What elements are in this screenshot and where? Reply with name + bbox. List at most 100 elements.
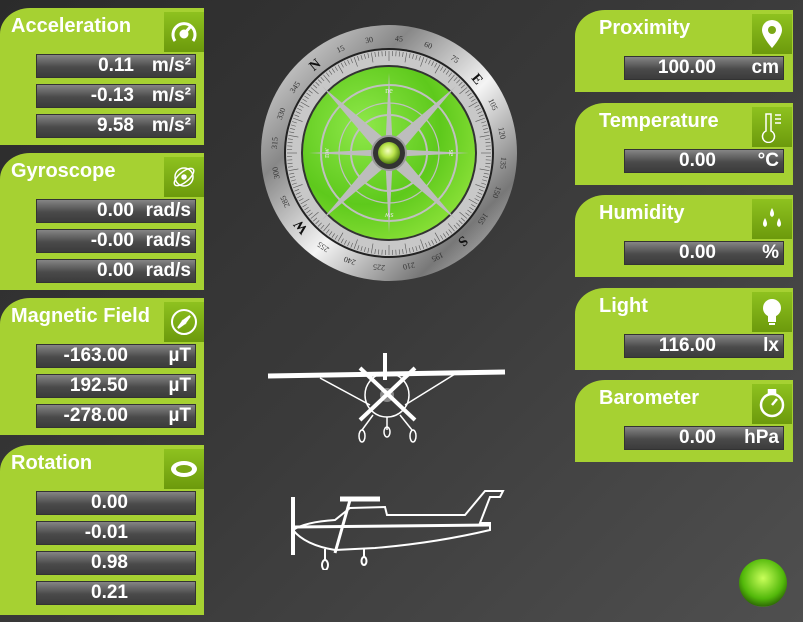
compass-tick xyxy=(475,184,485,189)
gyroscope-value-field: 0.00 rad/s xyxy=(36,199,196,223)
compass-tick xyxy=(290,124,296,127)
compass-tick xyxy=(357,245,360,251)
compass-degree-label: 300 xyxy=(271,166,282,179)
compass-tick xyxy=(289,176,295,178)
proximity-value-field: 100.00 cm xyxy=(624,56,784,80)
compass-tick xyxy=(287,162,293,164)
compass-tick xyxy=(344,240,347,245)
compass-tick xyxy=(483,131,489,134)
compass-tick xyxy=(474,198,480,202)
compass-tick xyxy=(310,87,319,95)
value: 0.98 xyxy=(91,552,128,573)
compass-tick xyxy=(483,172,489,175)
compass-tick xyxy=(312,84,318,89)
compass-tick xyxy=(477,192,483,195)
compass-degree-label: 315 xyxy=(270,137,280,150)
compass-tick xyxy=(370,243,374,254)
compass-tick xyxy=(434,62,438,68)
compass-tick xyxy=(374,51,376,57)
gyroscope-value-field: -0.00 rad/s xyxy=(36,229,196,253)
value: -0.00 xyxy=(90,230,134,251)
value: 0.00 xyxy=(91,492,128,513)
compass-tick xyxy=(298,104,304,108)
compass-tick xyxy=(402,51,404,57)
compass-tick xyxy=(469,95,474,100)
compass-degree-label: 330 xyxy=(275,107,288,121)
compass-tick xyxy=(357,55,360,61)
compass-tick xyxy=(468,101,478,108)
proximity-panel: Proximity 100.00 cm xyxy=(575,10,793,92)
compass-tick xyxy=(460,217,466,222)
compass-tick xyxy=(353,239,358,249)
compass-tick xyxy=(297,108,302,111)
compass-tick xyxy=(434,238,438,244)
compass-degree-label: 210 xyxy=(402,260,415,271)
compass-tick xyxy=(323,223,331,232)
compass-tick xyxy=(360,54,363,60)
compass-tick xyxy=(340,62,344,68)
compass-tick xyxy=(404,243,408,254)
compass-tick xyxy=(302,204,307,208)
compass-tick xyxy=(418,55,421,61)
acceleration-panel: Acceleration 0.11 m/s² -0.13 m/s² 9.58 m/s² xyxy=(0,8,204,145)
compass-tick xyxy=(459,87,468,95)
compass-hub xyxy=(378,142,400,164)
compass-tick xyxy=(331,233,336,238)
compass-tick xyxy=(482,179,488,182)
compass-tick xyxy=(474,104,480,108)
value: 0.00 xyxy=(679,427,716,448)
compass-tick xyxy=(289,131,295,134)
compass-degree-label: 75 xyxy=(449,53,461,65)
compass-tick xyxy=(458,220,463,225)
compass-tick xyxy=(289,128,295,130)
compass-tick xyxy=(347,241,350,247)
compass-tick xyxy=(315,81,320,86)
compass-tick xyxy=(398,249,400,255)
compass-rose-label: se xyxy=(447,150,456,157)
compass-tick xyxy=(325,72,330,77)
compass-degree-label: 30 xyxy=(364,35,373,45)
compass-tick xyxy=(481,121,487,124)
value: 0.21 xyxy=(91,582,128,603)
compass-tick xyxy=(306,209,311,214)
value: 0.00 xyxy=(97,260,134,281)
compass-tick xyxy=(465,212,470,217)
compass-tick xyxy=(404,52,408,63)
barometer-panel: Barometer 0.00 hPa xyxy=(575,380,793,462)
compass-tick xyxy=(460,84,466,89)
compass-tick xyxy=(402,249,404,255)
compass-tick xyxy=(320,224,325,230)
compass-tick xyxy=(320,76,325,82)
light-panel: Light 116.00 lx xyxy=(575,287,793,370)
compass-tick xyxy=(298,198,304,202)
compass-tick xyxy=(288,168,299,172)
compass-tick xyxy=(467,92,472,97)
location-pin-icon xyxy=(752,14,792,54)
compass-tick xyxy=(434,64,441,74)
compass-tick xyxy=(334,66,338,71)
light-bulb-icon xyxy=(752,291,792,332)
compass-tick xyxy=(325,229,330,234)
light-title: Light xyxy=(599,294,648,317)
compass-tick xyxy=(367,53,370,59)
compass-degree-label: 120 xyxy=(496,126,507,139)
compass-tick xyxy=(415,54,418,60)
compass-tick xyxy=(315,220,320,225)
compass-tick xyxy=(456,222,461,227)
rotation-panel: Rotation 0.00 -0.01 0.98 0.21 xyxy=(0,445,204,615)
compass-tick xyxy=(456,79,461,84)
compass-tick xyxy=(442,68,447,73)
compass-tick xyxy=(478,114,484,117)
acceleration-value-field: 0.11 m/s² xyxy=(36,54,196,78)
compass-tick xyxy=(353,57,358,67)
compass-tick xyxy=(317,222,322,227)
compass-tick xyxy=(328,231,333,236)
rotation-value-field: 0.21 xyxy=(36,581,196,605)
compass-tick xyxy=(312,217,318,222)
compass-tick xyxy=(459,211,468,219)
compass-tick xyxy=(295,111,301,114)
unit: µT xyxy=(168,405,191,426)
light-value-field: 116.00 lx xyxy=(624,333,784,358)
compass-tick xyxy=(360,246,363,252)
compass-tick xyxy=(323,74,331,83)
